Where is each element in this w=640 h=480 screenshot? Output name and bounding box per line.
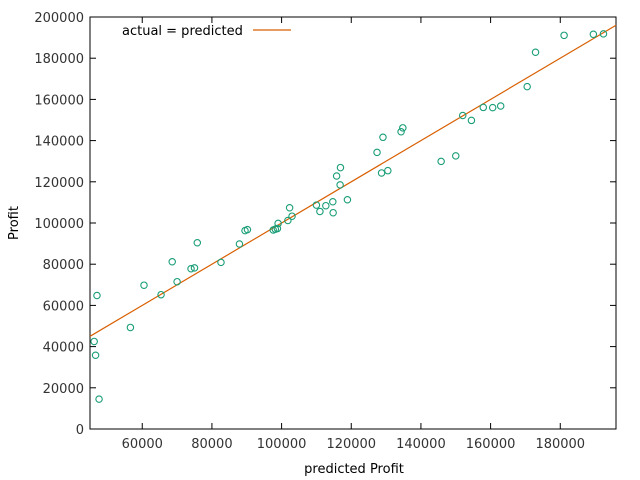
data-point: [336, 181, 344, 189]
data-point: [523, 82, 531, 91]
data-point: [187, 264, 195, 273]
data-point: [157, 290, 165, 299]
data-point: [467, 116, 476, 125]
data-point: [316, 207, 324, 216]
data-point: [437, 157, 445, 166]
data-point: [479, 103, 488, 112]
data-point: [273, 224, 282, 233]
data-point: [560, 31, 568, 40]
y-tick-label: 180000: [34, 52, 84, 67]
data-point: [329, 208, 337, 217]
y-tick-label: 120000: [34, 176, 84, 191]
x-tick-label: 60000: [122, 437, 163, 452]
y-tick-label: 160000: [34, 93, 84, 108]
data-point: [140, 281, 148, 289]
data-point: [452, 152, 460, 160]
data-point: [217, 258, 225, 267]
data-point: [379, 133, 387, 142]
data-point: [384, 166, 392, 175]
data-point: [399, 124, 407, 132]
data-point: [288, 212, 296, 220]
data-point: [531, 48, 540, 56]
data-point: [173, 277, 181, 286]
data-point: [343, 195, 352, 204]
x-tick-label: 80000: [191, 437, 232, 452]
x-tick-label: 160000: [466, 437, 516, 452]
data-point: [336, 163, 345, 172]
data-point: [397, 127, 405, 136]
data-point: [488, 103, 497, 112]
y-axis-title: Profit: [7, 206, 22, 240]
x-tick-label: 120000: [326, 437, 376, 452]
y-tick-label: 0: [76, 423, 84, 438]
data-point: [332, 172, 341, 180]
y-tick-label: 140000: [34, 135, 84, 150]
x-tick-label: 140000: [396, 437, 446, 452]
data-point: [235, 240, 244, 248]
x-axis-title: predicted Profit: [304, 462, 404, 477]
y-tick-label: 60000: [43, 299, 84, 314]
tick-marks: 60000 80000 100000 120000 140000 160000 180000…: [34, 11, 616, 452]
x-tick-label: 100000: [257, 437, 307, 452]
data-point: [284, 216, 292, 225]
data-points: [90, 30, 608, 403]
legend: actual = predicted: [122, 24, 291, 39]
data-point: [285, 204, 294, 212]
plot-frame: [89, 16, 617, 430]
data-point: [377, 169, 386, 177]
data-point: [329, 198, 337, 206]
y-tick-label: 40000: [43, 341, 84, 356]
data-point: [322, 201, 330, 210]
data-point: [168, 257, 176, 266]
y-tick-label: 200000: [34, 11, 84, 26]
axes: [89, 16, 617, 430]
data-point: [496, 102, 505, 110]
y-tick-label: 100000: [34, 217, 84, 232]
reference-line-group: [89, 24, 617, 337]
y-tick-label: 80000: [43, 258, 84, 273]
data-point: [373, 148, 381, 157]
data-point: [599, 30, 608, 38]
data-point: [90, 337, 98, 346]
data-point: [93, 291, 101, 300]
y-tick-label: 20000: [43, 382, 84, 397]
data-point: [274, 219, 282, 228]
data-point: [126, 323, 135, 332]
data-point: [458, 111, 467, 120]
data-point: [190, 264, 199, 272]
legend-label: actual = predicted: [122, 24, 243, 39]
data-point: [95, 395, 103, 403]
data-point: [312, 201, 321, 209]
reference-line: [89, 24, 617, 337]
data-point: [91, 351, 100, 360]
data-point: [589, 30, 598, 39]
data-point: [193, 239, 202, 247]
data-point: [243, 225, 252, 234]
x-tick-label: 180000: [535, 437, 585, 452]
